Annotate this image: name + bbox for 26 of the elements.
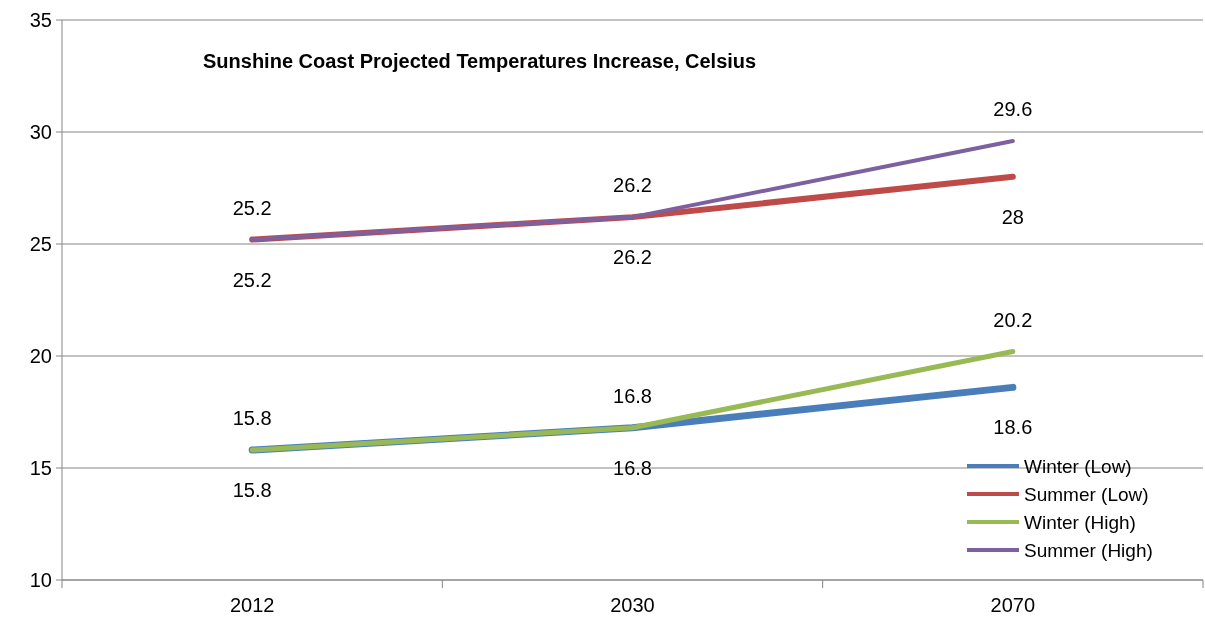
data-label: 15.8 [232,479,272,502]
data-label: 26.2 [613,174,652,197]
x-tick-label: 2070 [990,594,1036,616]
data-label: 18.6 [993,416,1033,439]
data-label: 28 [1001,205,1024,228]
legend-label: Summer (Low) [1024,483,1149,505]
data-label: 25.2 [232,196,272,219]
legend-label: Winter (High) [1024,511,1136,533]
data-label: 29.6 [993,97,1033,120]
data-label: 25.2 [232,268,272,291]
y-tick-label: 10 [29,569,52,591]
y-tick-label: 35 [29,9,52,31]
y-tick-label: 25 [29,233,52,255]
legend-label: Summer (High) [1024,539,1153,561]
x-tick-label: 2012 [229,594,275,616]
text: Sunshine Coast Projected Temperatures Increase, Celsius [203,50,757,72]
data-label: 16.8 [613,456,652,479]
y-tick-label: 20 [29,345,52,367]
y-tick-label: 30 [29,121,52,143]
data-label: 15.8 [232,407,272,430]
data-label: 16.8 [613,384,652,407]
data-label: 20.2 [993,308,1033,331]
data-label: 26.2 [613,246,652,269]
y-tick-label: 15 [29,457,52,479]
legend-label: Winter (Low) [1024,455,1132,477]
x-tick-label: 2030 [610,594,655,616]
